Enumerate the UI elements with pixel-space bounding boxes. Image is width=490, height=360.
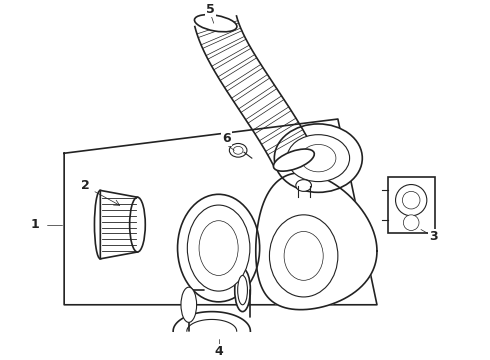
Ellipse shape	[287, 135, 349, 181]
Ellipse shape	[238, 275, 247, 305]
Circle shape	[403, 215, 419, 230]
FancyBboxPatch shape	[388, 177, 435, 233]
Polygon shape	[100, 190, 138, 259]
Ellipse shape	[233, 147, 243, 154]
Ellipse shape	[177, 194, 260, 302]
Ellipse shape	[229, 144, 247, 157]
Text: 6: 6	[222, 132, 231, 145]
Ellipse shape	[270, 215, 338, 297]
Ellipse shape	[296, 180, 312, 192]
Ellipse shape	[274, 124, 362, 192]
Ellipse shape	[301, 144, 336, 172]
Ellipse shape	[181, 287, 196, 322]
Text: 3: 3	[429, 230, 438, 243]
Polygon shape	[256, 173, 377, 310]
Ellipse shape	[273, 149, 314, 171]
Text: 4: 4	[214, 345, 223, 358]
Circle shape	[395, 185, 427, 216]
Ellipse shape	[284, 231, 323, 280]
Ellipse shape	[235, 269, 250, 312]
Text: 5: 5	[206, 3, 215, 16]
Ellipse shape	[95, 190, 106, 259]
Ellipse shape	[130, 197, 146, 252]
Circle shape	[402, 192, 420, 209]
Text: 1: 1	[30, 218, 39, 231]
Text: 2: 2	[81, 179, 90, 192]
Ellipse shape	[195, 15, 237, 32]
Ellipse shape	[187, 205, 250, 291]
Ellipse shape	[199, 221, 238, 275]
